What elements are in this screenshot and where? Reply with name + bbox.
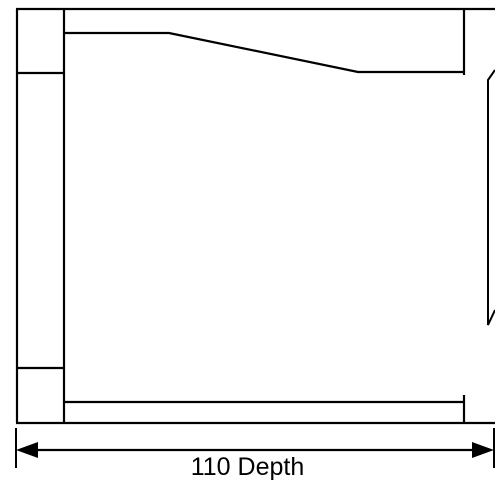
box-outline xyxy=(15,7,495,425)
depth-dimension-label: 110 Depth xyxy=(190,453,305,481)
left-side-panel xyxy=(17,9,66,423)
depth-dimension xyxy=(15,428,495,468)
dimension-arrow-right xyxy=(472,442,494,458)
top-inner-profile xyxy=(64,31,464,74)
right-cutoff-detail xyxy=(487,69,495,326)
dimension-arrow-left xyxy=(16,442,38,458)
